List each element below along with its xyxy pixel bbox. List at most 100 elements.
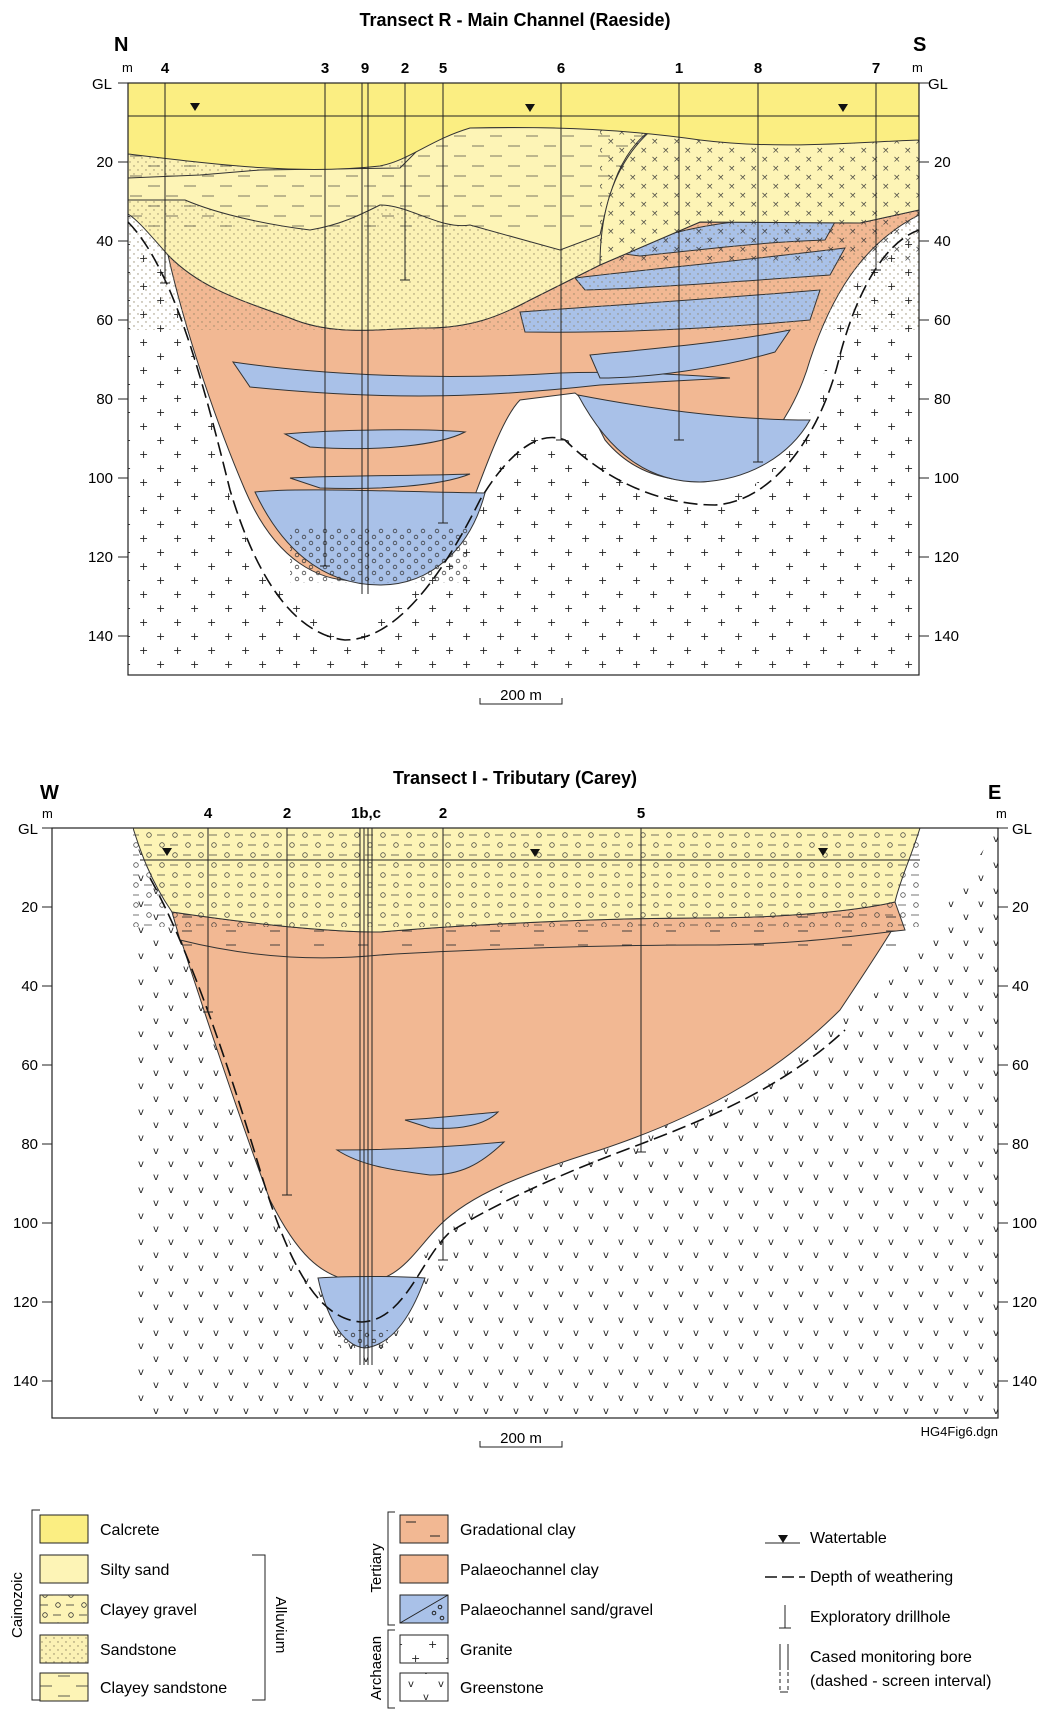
- watertable-marker: [162, 848, 172, 856]
- depth-tick-label: 20: [96, 154, 113, 171]
- group-tertiary: Tertiary: [368, 1543, 385, 1593]
- bore-label: 5: [637, 805, 645, 822]
- legend-swatch-clayey-sandstone-pattern: [40, 1673, 88, 1701]
- legend-swatch-gradational-clay: [399, 1514, 449, 1544]
- legend-swatch-silty-sand: [39, 1554, 89, 1584]
- transect-r-gl-right: GL: [928, 76, 948, 93]
- transect-r-bore-labels: 4 3 9 2 5 6 1 8 7: [161, 60, 880, 77]
- legend-label-gradational-clay: Gradational clay: [460, 1522, 576, 1539]
- legend-swatch-sandstone-pattern: [40, 1635, 88, 1663]
- bore-label: 2: [401, 60, 409, 77]
- depth-tick-label: 60: [934, 312, 951, 329]
- transect-r-drillholes: [160, 83, 881, 594]
- depth-of-weathering-line: [149, 877, 846, 1323]
- transect-r-title: Transect R - Main Channel (Raeside): [359, 10, 670, 30]
- bore-label: 9: [361, 60, 369, 77]
- legend-swatch-granite: [399, 1634, 449, 1664]
- bore-label: 8: [754, 60, 762, 77]
- legend-label-palaeochannel-clay: Palaeochannel clay: [460, 1562, 599, 1579]
- legend-label-greenstone: Greenstone: [460, 1680, 544, 1697]
- legend-label-weathering: Depth of weathering: [810, 1569, 953, 1586]
- palaeochannel-gravel: [290, 528, 470, 583]
- depth-tick-label: 120: [1012, 1294, 1037, 1311]
- depth-tick-label: 20: [1012, 899, 1029, 916]
- transect-r-unit-left: m: [122, 60, 133, 75]
- watertable-marker: [525, 104, 535, 112]
- bore-label: 5: [439, 60, 447, 77]
- depth-tick-label: 40: [21, 978, 38, 995]
- sand-lens: [289, 473, 471, 489]
- group-archaean: Archaean: [368, 1636, 385, 1700]
- palaeochannel-sand: [577, 394, 811, 483]
- sand-lens: [283, 429, 467, 450]
- legend-label-sandstone: Sandstone: [100, 1642, 177, 1659]
- depth-tick-label: 40: [96, 233, 113, 250]
- transect-i-title: Transect I - Tributary (Carey): [393, 768, 637, 788]
- transect-i-east-label: E: [988, 782, 1001, 804]
- transect-i-drillholes: [203, 828, 646, 1365]
- legend-label-clayey-gravel: Clayey gravel: [100, 1602, 197, 1619]
- bore-label: 4: [204, 805, 213, 822]
- depth-tick-label: 100: [13, 1215, 38, 1232]
- watertable-marker: [530, 849, 540, 857]
- bore-label: 2: [283, 805, 291, 822]
- sand-lens: [589, 329, 792, 379]
- legend-label-drillhole: Exploratory drillhole: [810, 1609, 951, 1626]
- group-cainozoic: Cainozoic: [9, 1572, 26, 1638]
- depth-tick-label: 60: [1012, 1057, 1029, 1074]
- bore-label: 4: [161, 60, 170, 77]
- depth-tick-label: 20: [21, 899, 38, 916]
- legend-label-clayey-sandstone: Clayey sandstone: [100, 1680, 227, 1697]
- legend-swatch-clayey-gravel-pattern: [40, 1595, 88, 1623]
- transect-i-depth-labels-right: 20 40 60 80 100 120 140: [1012, 899, 1037, 1390]
- transect-i-scale-bar: [479, 1441, 563, 1448]
- bore-label: 2: [439, 805, 447, 822]
- transect-r-unit-right: m: [912, 60, 923, 75]
- bore-label: 1: [675, 60, 683, 77]
- legend-swatch-pebble: [439, 1615, 445, 1621]
- transect-r-axis-ticks: [118, 82, 929, 637]
- bore-label: 6: [557, 60, 565, 77]
- depth-tick-label: 140: [1012, 1373, 1037, 1390]
- clayey-gravel-pattern: [133, 832, 923, 927]
- depth-of-weathering-line: [127, 221, 920, 641]
- transect-i-gl-left: GL: [18, 821, 38, 838]
- depth-tick-label: 100: [88, 470, 113, 487]
- legend-label-watertable: Watertable: [810, 1530, 887, 1547]
- silty-sand-crosses: [600, 125, 919, 265]
- depth-tick-label: 120: [13, 1294, 38, 1311]
- bore-label: 3: [321, 60, 329, 77]
- watertable-marker: [818, 848, 828, 856]
- legend-label-calcrete: Calcrete: [100, 1522, 160, 1539]
- transect-i-axis-ticks: [42, 827, 1008, 1382]
- transect-r-gl-left: GL: [92, 76, 112, 93]
- legend-swatch-greenstone: [399, 1672, 449, 1702]
- transect-r-south-label: S: [913, 34, 926, 56]
- legend-swatch-palaeochannel-sand-divider: [399, 1594, 449, 1624]
- bore-label: 7: [872, 60, 880, 77]
- bore-label: 1b,c: [351, 805, 381, 822]
- depth-tick-label: 20: [934, 154, 951, 171]
- depth-tick-label: 100: [934, 470, 959, 487]
- legend-label-palaeochannel-sand: Palaeochannel sand/gravel: [460, 1602, 653, 1619]
- depth-tick-label: 80: [1012, 1136, 1029, 1153]
- depth-tick-label: 80: [21, 1136, 38, 1153]
- depth-tick-label: 100: [1012, 1215, 1037, 1232]
- transect-i-west-label: W: [40, 782, 59, 804]
- transect-r-frame: [127, 82, 920, 676]
- transect-r-scale-bar: [479, 698, 563, 705]
- file-reference: HG4Fig6.dgn: [921, 1424, 998, 1439]
- depth-tick-label: 60: [21, 1057, 38, 1074]
- depth-tick-label: 120: [934, 549, 959, 566]
- transect-i-unit-right: m: [996, 806, 1007, 821]
- sand-lens: [335, 1141, 506, 1176]
- calcrete-layer: [128, 83, 919, 170]
- transect-r-depth-labels-right: 20 40 60 80 100 120 140: [934, 154, 959, 645]
- transect-i-frame: [51, 827, 999, 1419]
- watertable-marker: [838, 104, 848, 112]
- depth-tick-label: 140: [88, 628, 113, 645]
- depth-tick-label: 80: [96, 391, 113, 408]
- legend-label-bore-note: (dashed - screen interval): [810, 1673, 991, 1690]
- depth-tick-label: 140: [13, 1373, 38, 1390]
